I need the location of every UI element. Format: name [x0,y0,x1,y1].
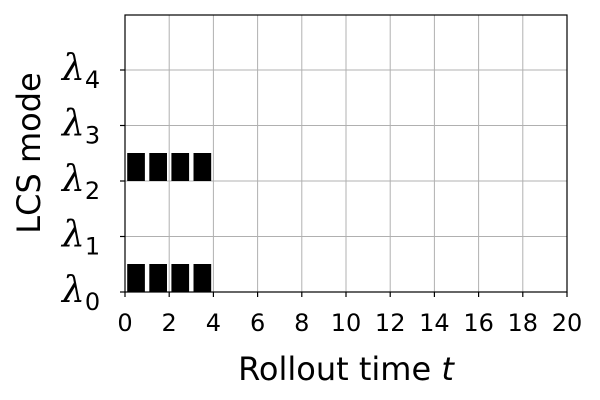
x-tick-label: 14 [419,309,450,337]
y-tick-label: λ1 [60,215,100,261]
x-tick-label: 4 [206,309,221,337]
x-tick-label: 0 [117,309,132,337]
x-tick-label: 12 [375,309,406,337]
x-tick-label: 20 [552,309,583,337]
mode-active-mark [193,264,212,292]
x-tick-label: 18 [508,309,539,337]
y-axis-label: LCS mode [10,72,48,233]
mode-active-mark [171,153,190,181]
mode-active-mark [127,153,145,181]
x-tick-label: 6 [250,309,265,337]
x-tick-label: 2 [162,309,177,337]
x-tick-label: 16 [463,309,494,337]
x-axis-label: Rollout time t [238,350,455,388]
x-tick-label: 10 [331,309,362,337]
mode-active-mark [171,264,190,292]
mode-active-mark [193,153,212,181]
mode-active-mark [149,264,167,292]
y-tick-label: λ3 [60,104,100,150]
mode-active-mark [149,153,167,181]
y-axis-ticks: λ0 λ1 λ2 λ3 λ4 [60,48,125,316]
x-tick-label: 8 [294,309,309,337]
mode-active-mark [127,264,145,292]
y-tick-label: λ4 [60,48,100,94]
x-axis-ticks: 0 2 4 6 8 10 12 14 16 18 20 [117,292,582,337]
mode-marks [127,153,212,292]
y-tick-label: λ2 [60,159,100,205]
y-tick-label: λ0 [60,270,100,316]
grid [124,15,568,293]
